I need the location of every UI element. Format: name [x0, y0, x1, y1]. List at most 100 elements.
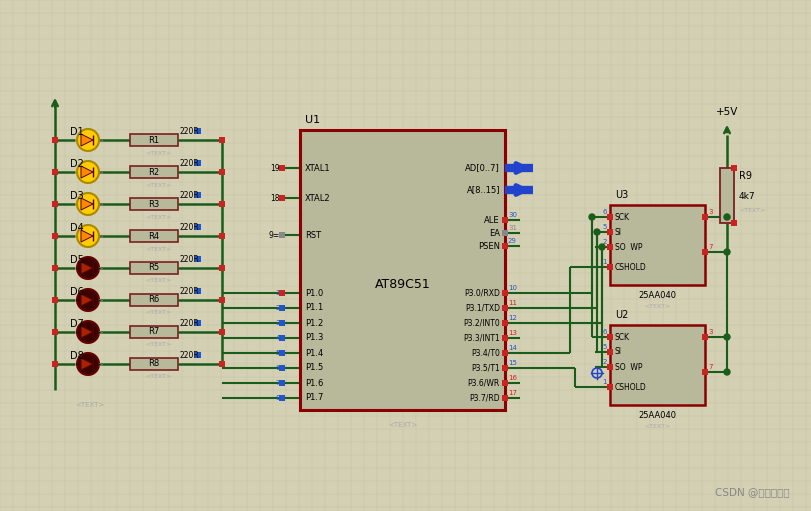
Circle shape — [77, 257, 99, 279]
Text: 4k7: 4k7 — [738, 192, 755, 200]
Bar — [279, 365, 285, 371]
Text: 13: 13 — [508, 330, 517, 336]
Text: 5: 5 — [602, 344, 607, 350]
Bar — [730, 165, 736, 171]
Bar — [279, 350, 285, 356]
Bar — [279, 305, 285, 311]
Text: R3: R3 — [148, 199, 160, 208]
Bar — [607, 364, 612, 370]
Text: P1.2: P1.2 — [305, 318, 323, 328]
Text: 2: 2 — [602, 359, 607, 365]
Text: 220R: 220R — [180, 222, 200, 231]
Text: PSEN: PSEN — [478, 242, 500, 250]
Bar — [702, 214, 707, 220]
Bar — [52, 329, 58, 335]
Bar — [501, 350, 508, 356]
Text: 7: 7 — [275, 380, 280, 386]
Text: >: > — [97, 137, 103, 143]
Text: 5: 5 — [275, 350, 280, 356]
Text: <TEXT>: <TEXT> — [388, 422, 417, 428]
Bar — [702, 369, 707, 375]
Bar — [130, 198, 178, 210]
Bar — [279, 165, 285, 171]
Text: <TEXT>: <TEXT> — [644, 304, 670, 309]
Text: R7: R7 — [148, 328, 160, 337]
Text: CSHOLD: CSHOLD — [614, 383, 646, 391]
Text: 10: 10 — [508, 285, 517, 291]
Text: D6: D6 — [70, 287, 84, 297]
Text: EA: EA — [488, 228, 500, 238]
Text: P3.6/WR: P3.6/WR — [467, 379, 500, 387]
Text: 16: 16 — [508, 375, 517, 381]
Bar — [130, 294, 178, 306]
Text: R2: R2 — [148, 168, 160, 176]
Text: XTAL2: XTAL2 — [305, 194, 330, 202]
Bar — [501, 365, 508, 371]
Text: 220R: 220R — [180, 318, 200, 328]
Bar — [52, 265, 58, 271]
Bar — [195, 288, 201, 294]
Text: <TEXT>: <TEXT> — [75, 402, 105, 408]
Text: 220R: 220R — [180, 191, 200, 199]
Polygon shape — [81, 358, 93, 370]
Bar — [279, 380, 285, 386]
Circle shape — [723, 369, 729, 375]
Bar — [195, 224, 201, 230]
Text: >: > — [97, 201, 103, 207]
Text: <TEXT>: <TEXT> — [146, 215, 172, 220]
Text: <TEXT>: <TEXT> — [738, 207, 764, 213]
Text: D2: D2 — [70, 159, 84, 169]
Text: P1.1: P1.1 — [305, 304, 323, 313]
Bar — [130, 230, 178, 242]
Text: P3.3/INT1: P3.3/INT1 — [463, 334, 500, 342]
Bar — [130, 134, 178, 146]
Bar — [195, 160, 201, 166]
Text: AT89C51: AT89C51 — [374, 278, 430, 291]
Text: AD[0..7]: AD[0..7] — [465, 164, 500, 173]
Text: 9=: 9= — [268, 230, 280, 240]
Circle shape — [723, 214, 729, 220]
Text: 3: 3 — [275, 320, 280, 326]
Text: 3: 3 — [707, 209, 711, 215]
Bar — [130, 166, 178, 178]
Text: 1: 1 — [275, 290, 280, 296]
Text: >: > — [97, 329, 103, 335]
Bar — [219, 233, 225, 239]
Text: <TEXT>: <TEXT> — [146, 311, 172, 315]
Text: P3.5/T1: P3.5/T1 — [470, 363, 500, 373]
Bar — [607, 384, 612, 390]
Bar — [52, 137, 58, 143]
Text: R6: R6 — [148, 295, 160, 305]
Bar — [279, 290, 285, 296]
Text: SCK: SCK — [614, 333, 629, 341]
Text: D5: D5 — [70, 255, 84, 265]
Polygon shape — [81, 262, 93, 274]
Bar — [52, 169, 58, 175]
Circle shape — [77, 353, 99, 375]
Text: A[8..15]: A[8..15] — [466, 185, 500, 195]
Text: <TEXT>: <TEXT> — [146, 151, 172, 155]
Bar — [279, 395, 285, 401]
Text: P3.1/TXD: P3.1/TXD — [465, 304, 500, 313]
Text: P3.0/RXD: P3.0/RXD — [464, 289, 500, 297]
Circle shape — [599, 244, 604, 250]
Bar — [219, 137, 225, 143]
Bar — [607, 229, 612, 235]
Text: 6: 6 — [602, 329, 607, 335]
Text: <TEXT>: <TEXT> — [146, 342, 172, 347]
Text: 29: 29 — [508, 238, 517, 244]
Bar — [219, 361, 225, 367]
Text: 7: 7 — [707, 364, 711, 370]
Text: <TEXT>: <TEXT> — [644, 424, 670, 429]
Text: R4: R4 — [148, 231, 160, 241]
Bar — [279, 380, 285, 386]
Bar — [219, 265, 225, 271]
Text: 220R: 220R — [180, 351, 200, 360]
Circle shape — [723, 249, 729, 255]
Bar — [279, 290, 285, 296]
Circle shape — [77, 193, 99, 215]
Text: <TEXT>: <TEXT> — [146, 246, 172, 251]
Text: U3: U3 — [614, 190, 628, 200]
Circle shape — [77, 161, 99, 183]
Bar — [719, 168, 733, 223]
